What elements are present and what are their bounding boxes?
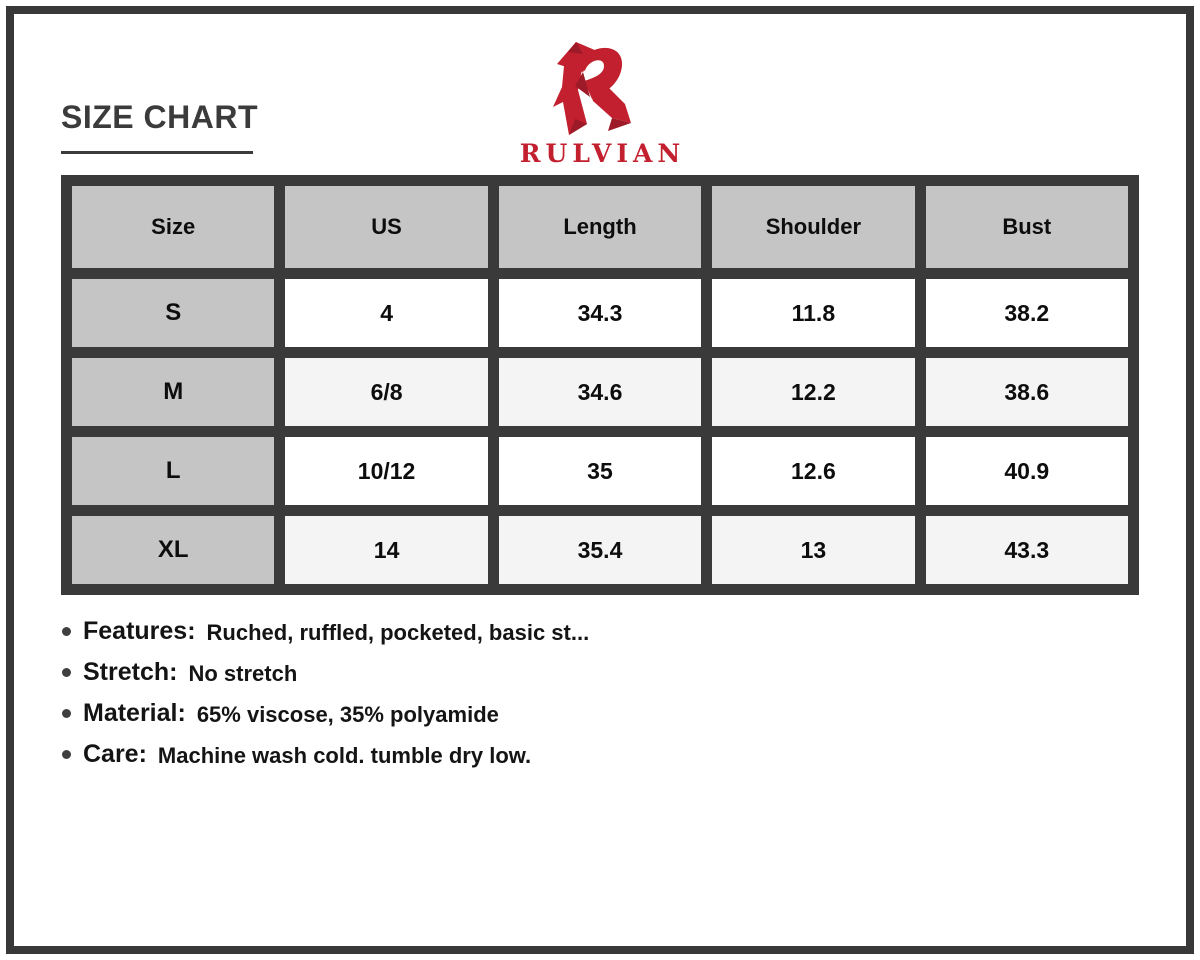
measurement-cell: 34.3 (498, 279, 702, 347)
detail-label: Stretch: (83, 658, 178, 686)
measurement-cell: 38.2 (925, 279, 1128, 347)
detail-label: Material: (83, 699, 186, 727)
measurement-cell: 34.6 (498, 358, 702, 426)
size-cell: L (72, 437, 275, 505)
column-header-shoulder: Shoulder (712, 186, 915, 268)
measurement-cell: 12.2 (712, 358, 915, 426)
measurement-cell: 14 (285, 516, 488, 584)
measurement-cell: 40.9 (925, 437, 1128, 505)
table-row: XL 14 35.4 13 43.3 (72, 516, 1128, 584)
bullet-icon (62, 709, 71, 718)
size-cell: XL (72, 516, 275, 584)
table-row: L 10/12 35 12.6 40.9 (72, 437, 1128, 505)
measurement-cell: 11.8 (712, 279, 915, 347)
title-underline (61, 151, 253, 154)
rulvian-r-logo-icon (553, 42, 631, 135)
detail-item-features: Features: Ruched, ruffled, pocketed, bas… (62, 617, 589, 646)
detail-value: Machine wash cold. tumble dry low. (157, 742, 532, 768)
table-row: M 6/8 34.6 12.2 38.6 (72, 358, 1128, 426)
bullet-icon (62, 627, 71, 636)
size-cell: M (72, 358, 275, 426)
measurement-cell: 12.6 (712, 437, 915, 505)
detail-item-care: Care: Machine wash cold. tumble dry low. (62, 740, 589, 769)
measurement-cell: 38.6 (925, 358, 1128, 426)
column-header-us: US (285, 186, 488, 268)
size-chart-table: Size US Length Shoulder Bust S 4 34.3 11… (61, 175, 1139, 595)
size-cell: S (72, 279, 275, 347)
measurement-cell: 35 (498, 437, 702, 505)
detail-value: No stretch (188, 660, 298, 686)
table-row: S 4 34.3 11.8 38.2 (72, 279, 1128, 347)
header-row: Size US Length Shoulder Bust (72, 186, 1128, 268)
detail-item-stretch: Stretch: No stretch (62, 658, 589, 687)
measurement-cell: 4 (285, 279, 488, 347)
measurement-cell: 6/8 (285, 358, 488, 426)
details-list: Features: Ruched, ruffled, pocketed, bas… (62, 617, 589, 781)
measurement-cell: 43.3 (925, 516, 1128, 584)
detail-value: 65% viscose, 35% polyamide (196, 701, 499, 727)
detail-label: Features: (83, 617, 196, 645)
brand-wordmark: RULVIAN (519, 139, 686, 168)
detail-item-material: Material: 65% viscose, 35% polyamide (62, 699, 589, 728)
column-header-length: Length (498, 186, 702, 268)
brand-logo: RULVIAN (480, 40, 720, 168)
bullet-icon (62, 668, 71, 677)
detail-label: Care: (83, 740, 147, 768)
bullet-icon (62, 750, 71, 759)
column-header-size: Size (72, 186, 275, 268)
measurement-cell: 13 (712, 516, 915, 584)
page-title: SIZE CHART (61, 99, 258, 135)
measurement-cell: 35.4 (498, 516, 702, 584)
measurement-cell: 10/12 (285, 437, 488, 505)
title-block: SIZE CHART (61, 99, 258, 154)
detail-value: Ruched, ruffled, pocketed, basic st... (206, 619, 590, 645)
column-header-bust: Bust (925, 186, 1128, 268)
